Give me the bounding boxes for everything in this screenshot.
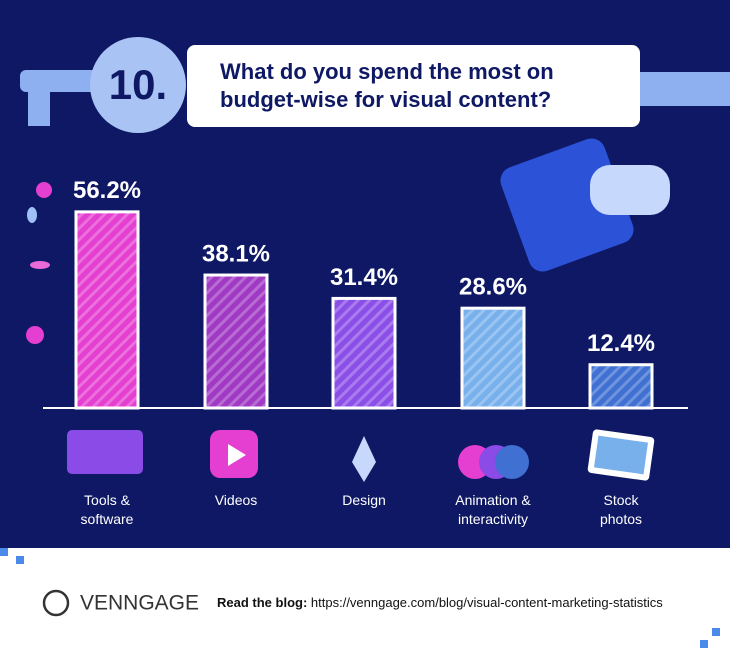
value-label: 38.1% bbox=[202, 240, 270, 267]
category-label: Design bbox=[342, 492, 386, 508]
bar-pattern bbox=[205, 275, 267, 408]
badge bbox=[90, 37, 186, 133]
hand-icon bbox=[590, 165, 670, 215]
badge-number: 10. bbox=[109, 61, 167, 108]
value-label: 31.4% bbox=[330, 264, 398, 291]
bar-pattern bbox=[590, 364, 652, 408]
title-box bbox=[187, 45, 640, 127]
circle-icon bbox=[495, 445, 529, 479]
monitor-icon bbox=[67, 430, 143, 474]
bar-pattern bbox=[333, 298, 395, 408]
bar-pattern bbox=[76, 211, 138, 408]
deco bbox=[0, 548, 8, 556]
blog-url[interactable]: https://venngage.com/blog/visual-content… bbox=[311, 595, 663, 610]
pen-icon bbox=[352, 436, 376, 482]
blog-label: Read the blog: bbox=[217, 595, 307, 610]
coin bbox=[30, 261, 50, 269]
play-icon bbox=[228, 444, 246, 466]
pipe bbox=[28, 78, 50, 126]
coin bbox=[36, 182, 52, 198]
coin bbox=[26, 326, 44, 344]
brand: VENNGAGE bbox=[80, 592, 199, 615]
category-label: Stock photos bbox=[599, 492, 643, 527]
category-label: Tools & software bbox=[80, 492, 134, 527]
coin bbox=[27, 207, 37, 223]
value-label: 56.2% bbox=[73, 177, 141, 204]
chart-title: What do you spend the most on budget-wis… bbox=[220, 59, 554, 112]
deco bbox=[712, 628, 720, 636]
category-label: Animation & interactivity bbox=[455, 492, 531, 527]
value-label: 12.4% bbox=[587, 330, 655, 357]
photo-icon bbox=[594, 435, 648, 475]
bar-pattern bbox=[462, 308, 524, 408]
pipe bbox=[640, 72, 730, 106]
value-label: 28.6% bbox=[459, 274, 527, 301]
category-label: Videos bbox=[214, 492, 258, 508]
deco bbox=[700, 640, 708, 648]
deco bbox=[16, 556, 24, 564]
blog-line: Read the blog: https://venngage.com/blog… bbox=[217, 595, 663, 610]
logo bbox=[42, 589, 70, 617]
